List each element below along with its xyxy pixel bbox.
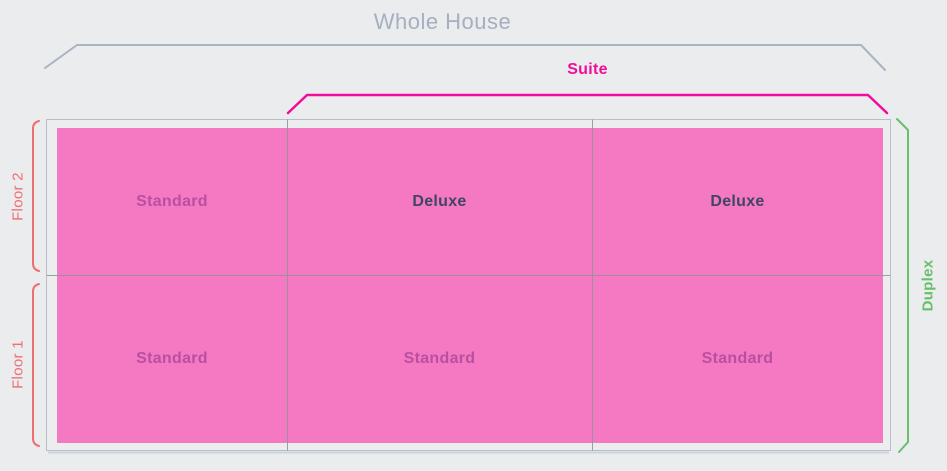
duplex-label: Duplex — [919, 259, 937, 312]
cell-label: Standard — [701, 350, 774, 367]
cell-label: Deluxe — [412, 192, 467, 210]
cell-label: Deluxe — [710, 192, 765, 210]
cell-floor2-deluxe-1: Deluxe — [287, 128, 592, 275]
floor-2-label: Floor 2 — [9, 172, 27, 221]
duplex-bracket — [896, 118, 909, 453]
cell-floor1-standard-3: Standard — [592, 275, 883, 443]
cell-label: Standard — [403, 350, 476, 367]
cell-floor1-standard-1: Standard — [57, 275, 287, 443]
suite-label: Suite — [567, 61, 608, 78]
cell-floor2-deluxe-2: Deluxe — [592, 128, 883, 275]
whole-house-label: Whole House — [373, 9, 512, 34]
floor-1-label: Floor 1 — [9, 340, 27, 389]
cell-label: Standard — [136, 350, 208, 367]
floor-2-bracket — [32, 120, 40, 272]
cell-floor1-standard-2: Standard — [287, 275, 592, 443]
cell-label: Standard — [136, 192, 208, 210]
floor-1-bracket — [32, 283, 40, 447]
cell-floor2-standard: Standard — [57, 128, 287, 275]
suite-bracket — [286, 93, 889, 115]
